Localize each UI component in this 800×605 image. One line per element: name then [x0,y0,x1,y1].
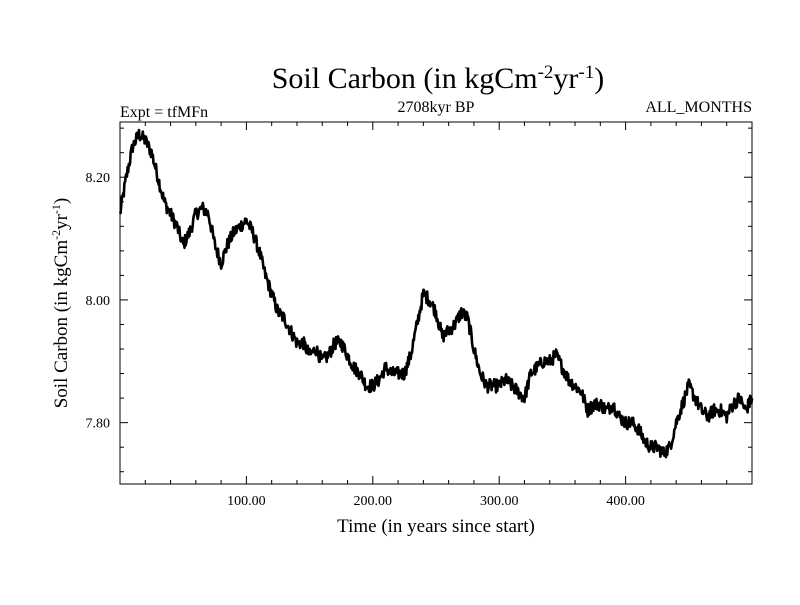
x-axis-label: Time (in years since start) [337,516,535,537]
series-line-soil-carbon [118,128,754,459]
x-tick-label: 300.00 [480,494,519,509]
y-tick-label: 7.80 [86,417,111,432]
x-tick-label: 400.00 [606,494,645,509]
x-tick-label: 100.00 [227,494,266,509]
months-label: ALL_MONTHS [645,99,752,116]
x-tick-label: 200.00 [354,494,393,509]
period-label: 2708kyr BP [398,99,475,116]
y-tick-label: 8.20 [86,171,111,186]
y-axis-label: Soil Carbon (in kgCm-2yr-1) [49,198,72,409]
plot-area: 100.00 200.00 300.00 400.00 7.80 8.00 8.20 [86,121,754,509]
chart-title: Soil Carbon (in kgCm-2yr-1) [272,62,605,96]
y-tick-label: 8.00 [86,294,111,309]
experiment-label: Expt = tfMFn [120,104,208,121]
plot-frame [119,121,753,485]
